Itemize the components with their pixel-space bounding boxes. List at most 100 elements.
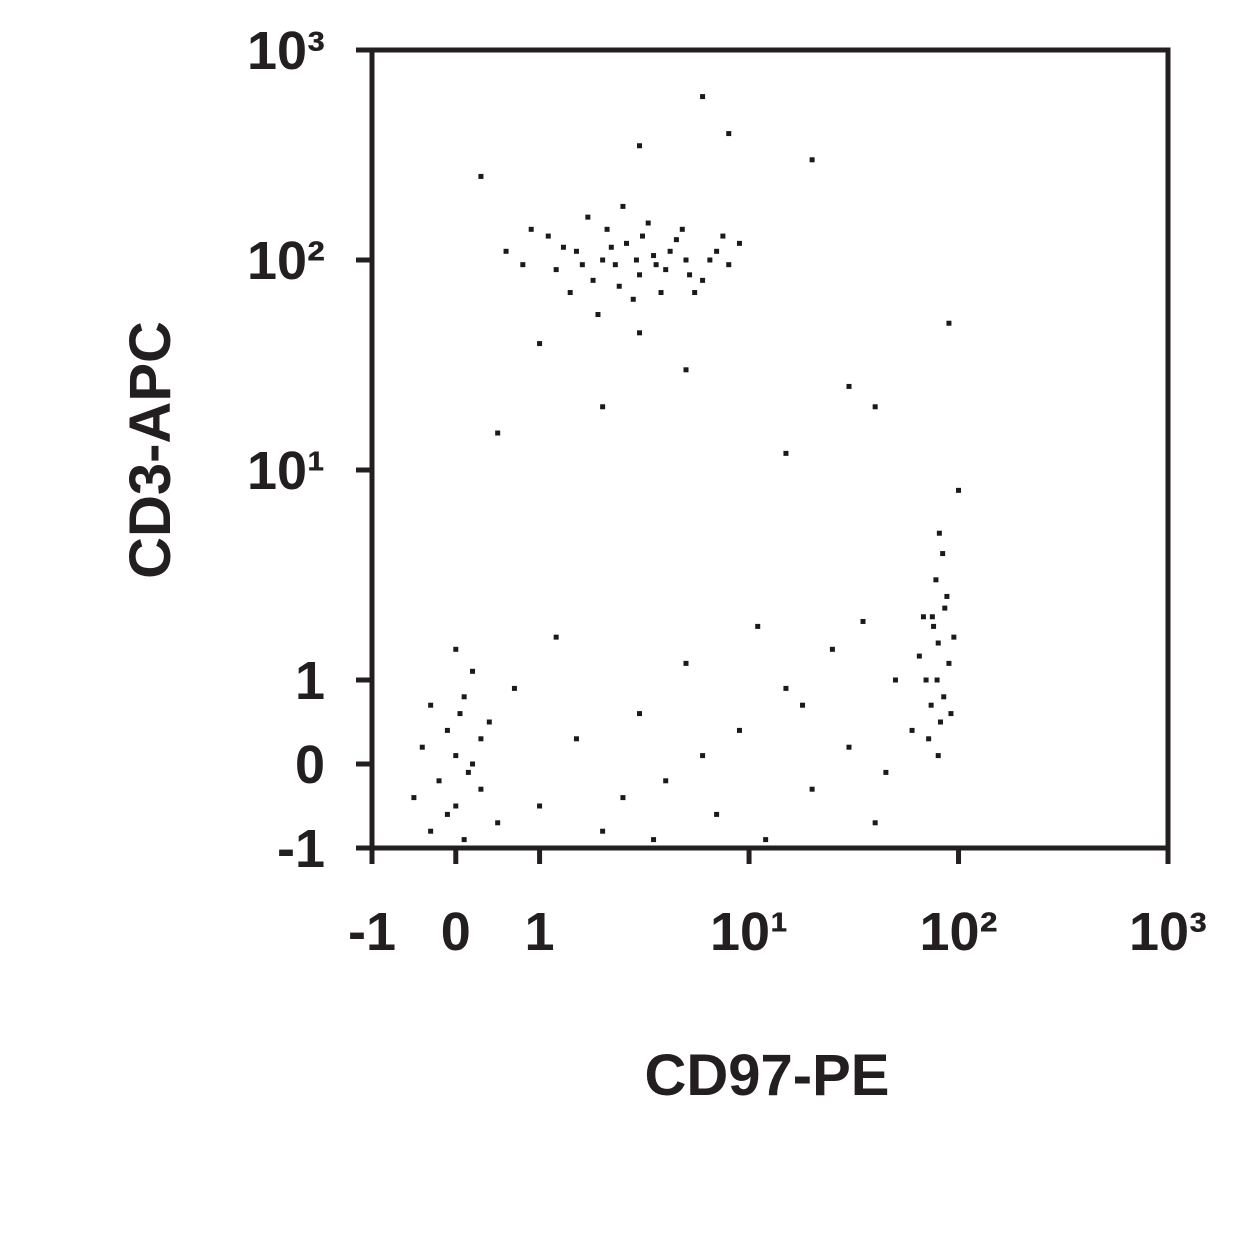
point [585,214,591,220]
point [640,233,646,239]
point [933,577,939,583]
point [436,778,442,784]
point [600,828,606,834]
point [560,244,566,250]
point [940,551,946,557]
point [683,367,689,373]
point [714,811,720,817]
point [419,744,425,750]
point [620,203,626,209]
point [511,685,517,691]
point [624,240,630,246]
point [931,623,937,629]
point [478,786,484,792]
point [929,614,935,620]
point [948,711,954,717]
point [736,240,742,246]
point [620,795,626,801]
point [707,257,713,263]
y-tick-label: 10¹ [247,441,325,501]
point [612,262,618,268]
point [935,753,941,759]
y-tick-label: 1 [295,651,325,711]
point [944,593,950,599]
point [604,226,610,232]
point [928,702,934,708]
point [537,803,543,809]
point [809,157,815,163]
y-tick-label: 10³ [247,21,325,81]
x-tick-label: -1 [348,902,396,962]
point [809,786,815,792]
point [926,736,932,742]
point [872,404,878,410]
point [658,290,664,296]
point [637,711,643,717]
point [428,702,434,708]
x-tick-label: 1 [525,902,555,962]
point [663,778,669,784]
point [470,761,476,767]
point [700,94,706,100]
point [573,736,579,742]
point [956,487,962,493]
point [453,753,459,759]
point [503,248,509,254]
point [495,820,501,826]
point [444,811,450,817]
point [608,244,614,250]
x-tick-label: 0 [441,902,471,962]
point [755,623,761,629]
point [645,220,651,226]
point [651,837,657,843]
point [553,634,559,640]
point [700,277,706,283]
point [590,277,596,283]
point [461,694,467,700]
y-tick-label: 10² [247,231,325,291]
x-axis-title: CD97-PE [645,1043,890,1108]
point [846,744,852,750]
point [495,430,501,436]
point [920,614,926,620]
point [567,290,573,296]
point [946,320,952,326]
point [411,795,417,801]
point [616,283,622,289]
point [692,290,698,296]
point [951,634,957,640]
point [637,143,643,149]
x-tick-label: 10² [920,902,998,962]
point [763,837,769,843]
point [453,646,459,652]
point [714,248,720,254]
point [720,233,726,239]
point [453,803,459,809]
point [935,640,941,646]
point [461,837,467,843]
point [683,257,689,263]
point [800,702,806,708]
point [653,262,659,268]
point [892,677,898,683]
point [872,820,878,826]
point [679,226,685,232]
point [736,727,742,733]
point [486,719,492,725]
point [520,262,526,268]
point [537,341,543,347]
point [883,769,889,775]
point [637,330,643,336]
point [600,404,606,410]
point [465,769,471,775]
point [667,248,673,254]
point [478,173,484,179]
point [478,736,484,742]
point [528,226,534,232]
point [934,677,940,683]
x-tick-label: 10³ [1129,902,1207,962]
point [923,677,929,683]
point [630,296,636,302]
